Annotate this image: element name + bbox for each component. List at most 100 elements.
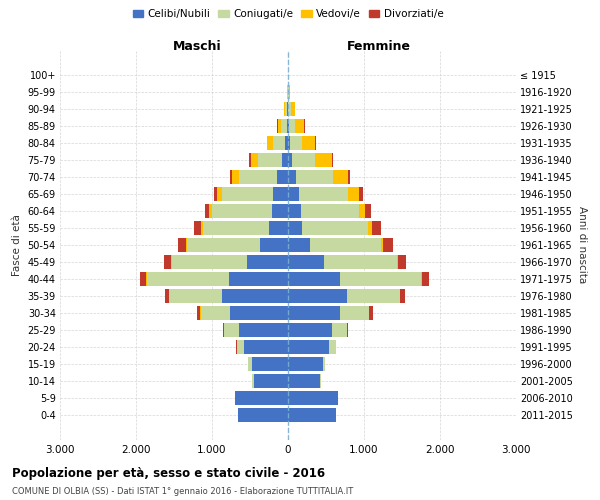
Bar bbox=[288, 408, 336, 422]
Bar bbox=[369, 306, 373, 320]
Bar bbox=[230, 306, 288, 320]
Text: Maschi: Maschi bbox=[172, 40, 221, 53]
Bar bbox=[332, 323, 347, 337]
Bar bbox=[201, 221, 203, 235]
Bar bbox=[333, 170, 347, 184]
Bar bbox=[288, 118, 289, 133]
Bar bbox=[288, 255, 324, 269]
Bar bbox=[288, 187, 299, 201]
Bar bbox=[381, 238, 383, 252]
Bar bbox=[260, 238, 288, 252]
Bar bbox=[140, 272, 146, 286]
Bar bbox=[281, 118, 287, 133]
Bar bbox=[266, 136, 267, 150]
Text: Popolazione per età, sesso e stato civile - 2016: Popolazione per età, sesso e stato civil… bbox=[12, 468, 325, 480]
Bar bbox=[288, 374, 320, 388]
Bar bbox=[277, 170, 288, 184]
Bar bbox=[237, 340, 244, 354]
Bar bbox=[288, 391, 338, 406]
Text: COMUNE DI OLBIA (SS) - Dati ISTAT 1° gennaio 2016 - Elaborazione TUTTITALIA.IT: COMUNE DI OLBIA (SS) - Dati ISTAT 1° gen… bbox=[12, 488, 353, 496]
Bar bbox=[258, 153, 283, 167]
Bar bbox=[238, 408, 288, 422]
Bar bbox=[332, 153, 333, 167]
Bar bbox=[235, 391, 288, 406]
Bar bbox=[197, 306, 200, 320]
Bar bbox=[290, 136, 302, 150]
Bar bbox=[165, 289, 169, 303]
Bar bbox=[289, 102, 290, 116]
Bar bbox=[287, 118, 288, 133]
Bar bbox=[212, 204, 272, 218]
Bar bbox=[288, 289, 347, 303]
Bar bbox=[224, 323, 239, 337]
Bar bbox=[289, 118, 295, 133]
Bar bbox=[232, 170, 239, 184]
Bar bbox=[288, 170, 296, 184]
Bar bbox=[301, 204, 359, 218]
Bar bbox=[267, 136, 273, 150]
Bar bbox=[203, 221, 269, 235]
Bar bbox=[146, 272, 229, 286]
Bar bbox=[296, 170, 333, 184]
Bar bbox=[347, 170, 350, 184]
Bar bbox=[285, 136, 288, 150]
Bar bbox=[320, 374, 321, 388]
Bar bbox=[299, 187, 348, 201]
Bar bbox=[340, 272, 421, 286]
Bar bbox=[283, 153, 288, 167]
Bar bbox=[288, 323, 332, 337]
Bar bbox=[187, 238, 260, 252]
Bar bbox=[178, 238, 187, 252]
Bar bbox=[329, 340, 336, 354]
Bar bbox=[229, 272, 288, 286]
Bar bbox=[214, 187, 217, 201]
Bar bbox=[239, 170, 277, 184]
Bar bbox=[347, 289, 400, 303]
Bar bbox=[251, 357, 288, 372]
Bar bbox=[164, 255, 171, 269]
Bar bbox=[254, 374, 288, 388]
Bar bbox=[288, 272, 340, 286]
Bar bbox=[288, 221, 302, 235]
Bar bbox=[172, 255, 247, 269]
Bar bbox=[324, 255, 397, 269]
Bar bbox=[239, 323, 288, 337]
Bar bbox=[302, 221, 368, 235]
Text: Femmine: Femmine bbox=[347, 40, 411, 53]
Bar bbox=[200, 306, 230, 320]
Bar bbox=[288, 204, 301, 218]
Bar bbox=[251, 153, 258, 167]
Bar bbox=[217, 187, 222, 201]
Bar bbox=[248, 357, 251, 372]
Bar bbox=[359, 204, 365, 218]
Legend: Celibi/Nubili, Coniugati/e, Vedovi/e, Divorziati/e: Celibi/Nubili, Coniugati/e, Vedovi/e, Di… bbox=[128, 5, 448, 24]
Bar bbox=[194, 221, 201, 235]
Bar bbox=[400, 289, 406, 303]
Y-axis label: Anni di nascita: Anni di nascita bbox=[577, 206, 587, 284]
Bar bbox=[288, 340, 329, 354]
Bar bbox=[359, 187, 363, 201]
Bar bbox=[310, 238, 381, 252]
Bar bbox=[288, 357, 323, 372]
Bar bbox=[273, 136, 285, 150]
Bar bbox=[273, 187, 288, 201]
Bar bbox=[316, 153, 332, 167]
Bar bbox=[288, 136, 290, 150]
Bar bbox=[292, 153, 316, 167]
Bar bbox=[397, 255, 398, 269]
Bar bbox=[205, 204, 209, 218]
Bar bbox=[368, 221, 372, 235]
Bar bbox=[222, 187, 273, 201]
Bar bbox=[287, 102, 288, 116]
Bar bbox=[288, 238, 310, 252]
Bar bbox=[288, 153, 292, 167]
Bar bbox=[383, 238, 393, 252]
Bar bbox=[222, 289, 288, 303]
Bar bbox=[284, 102, 286, 116]
Bar bbox=[272, 204, 288, 218]
Bar bbox=[365, 204, 371, 218]
Bar bbox=[323, 357, 325, 372]
Bar bbox=[244, 340, 288, 354]
Y-axis label: Fasce di età: Fasce di età bbox=[12, 214, 22, 276]
Bar bbox=[278, 118, 281, 133]
